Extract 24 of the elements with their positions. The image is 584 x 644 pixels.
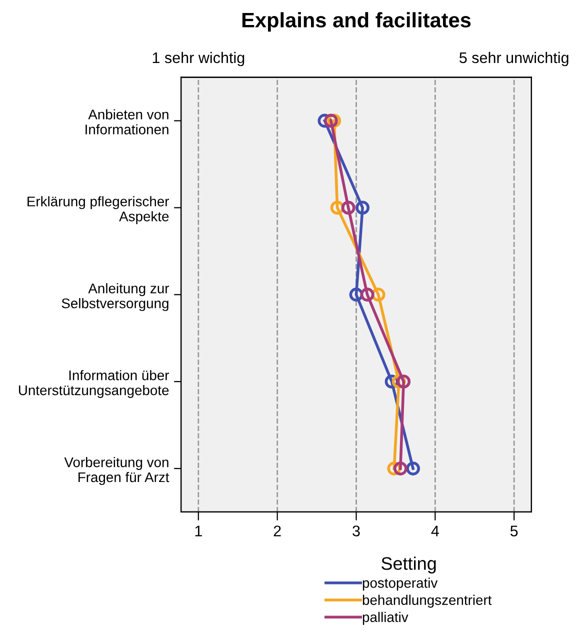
y-tick-label: Anbieten von Informationen xyxy=(86,109,168,134)
point xyxy=(356,200,370,215)
x2-tick-label: 1 sehr wichtig xyxy=(152,52,244,66)
point xyxy=(324,114,338,128)
x-tick-label: 3 xyxy=(352,526,360,536)
legend-title: Setting xyxy=(382,556,436,574)
y-tick-label: Anleitung zur Selbstversorgung xyxy=(62,283,170,312)
x-tick-label: 5 xyxy=(510,526,518,536)
point xyxy=(406,462,420,476)
y-tick-label: Vorbereitung von Fragen für Arzt xyxy=(64,457,170,485)
point xyxy=(360,288,374,302)
point xyxy=(396,374,411,389)
y-tick-label: Information über Unterstützungsangebote xyxy=(18,370,170,398)
x-tick-label: 4 xyxy=(431,526,439,536)
chart-title: Explains and facilitates xyxy=(242,12,471,32)
point xyxy=(393,462,408,476)
point xyxy=(341,200,356,215)
y-tick-label: Erklärung pflegerischer Aspekte xyxy=(28,196,170,224)
legend-label: behandlungszentriert xyxy=(362,594,492,608)
legend-label: postoperativ xyxy=(362,578,438,591)
legend-label: palliativ xyxy=(362,612,408,625)
x-tick-label: 2 xyxy=(274,526,281,536)
x2-tick-label: 5 sehr unwichtig xyxy=(459,52,568,66)
x-tick-label: 1 xyxy=(195,526,202,536)
